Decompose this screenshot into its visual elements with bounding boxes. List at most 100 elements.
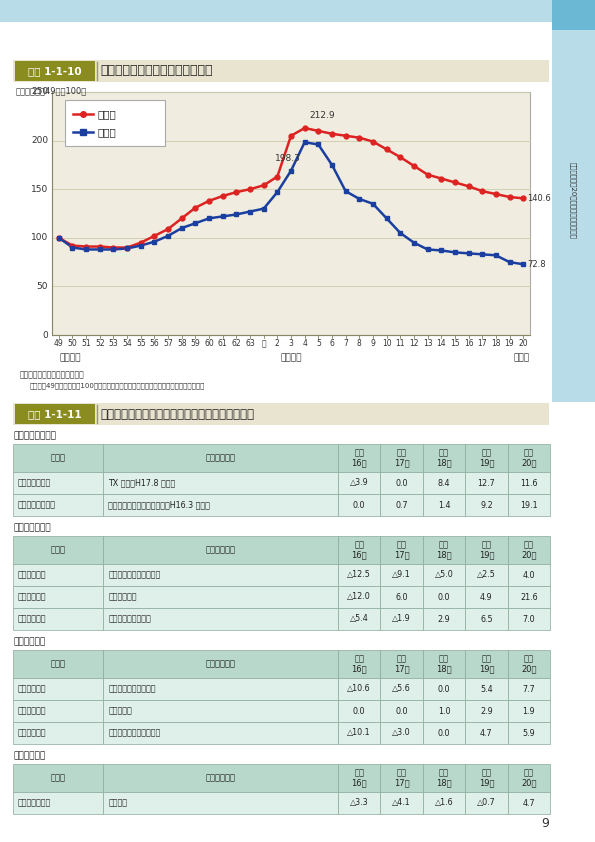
Text: 7.0: 7.0 bbox=[522, 615, 535, 623]
Text: △12.0: △12.0 bbox=[347, 593, 371, 601]
Bar bbox=[380, 564, 423, 586]
Text: △2.5: △2.5 bbox=[477, 571, 496, 579]
Bar bbox=[13, 536, 104, 564]
Text: 【交通基盤整備】: 【交通基盤整備】 bbox=[13, 431, 56, 440]
Text: △9.1: △9.1 bbox=[392, 571, 411, 579]
Text: 住宅地: 住宅地 bbox=[97, 109, 116, 119]
Text: 図表 1-1-10: 図表 1-1-10 bbox=[28, 66, 82, 76]
Text: 17: 17 bbox=[477, 339, 487, 348]
Text: 59: 59 bbox=[190, 339, 201, 348]
Text: △5.6: △5.6 bbox=[392, 685, 411, 694]
Text: 地価上昇がみられたポイントの推移（地価公示）: 地価上昇がみられたポイントの推移（地価公示） bbox=[100, 408, 254, 420]
Bar bbox=[13, 564, 104, 586]
Text: △12.5: △12.5 bbox=[347, 571, 371, 579]
Bar bbox=[423, 678, 465, 700]
Bar bbox=[13, 60, 549, 82]
Text: 11: 11 bbox=[396, 339, 405, 348]
Text: 56: 56 bbox=[149, 339, 159, 348]
Text: 7.7: 7.7 bbox=[522, 685, 535, 694]
Bar bbox=[338, 494, 380, 516]
Text: 商業地: 商業地 bbox=[97, 127, 116, 137]
Bar bbox=[423, 536, 465, 564]
Bar bbox=[465, 472, 508, 494]
Text: 53: 53 bbox=[108, 339, 118, 348]
Bar bbox=[423, 650, 465, 678]
Bar bbox=[338, 722, 380, 744]
Bar bbox=[423, 700, 465, 722]
Text: 0.0: 0.0 bbox=[438, 685, 450, 694]
Text: 200: 200 bbox=[31, 136, 48, 145]
Bar bbox=[104, 536, 338, 564]
Text: 平成
17年: 平成 17年 bbox=[394, 541, 409, 560]
Text: 20: 20 bbox=[518, 339, 528, 348]
Text: 平成
16年: 平成 16年 bbox=[352, 768, 367, 788]
Bar bbox=[423, 444, 465, 472]
Text: 3: 3 bbox=[289, 339, 293, 348]
Text: △1.6: △1.6 bbox=[435, 798, 453, 807]
Bar bbox=[13, 678, 104, 700]
Bar bbox=[338, 678, 380, 700]
Text: TX 開通（H17.8 開業）: TX 開通（H17.8 開業） bbox=[108, 478, 176, 488]
Text: 0: 0 bbox=[42, 331, 48, 339]
Text: 第１部　平成20年度土地に関する動向: 第１部 平成20年度土地に関する動向 bbox=[569, 162, 577, 238]
Bar bbox=[380, 608, 423, 630]
Text: 新幹線開通による周辺開発（H16.3 開業）: 新幹線開通による周辺開発（H16.3 開業） bbox=[108, 500, 210, 509]
Bar bbox=[338, 472, 380, 494]
Text: 7: 7 bbox=[343, 339, 348, 348]
Bar bbox=[508, 678, 550, 700]
Bar bbox=[508, 792, 550, 814]
Bar bbox=[104, 586, 338, 608]
Bar bbox=[338, 444, 380, 472]
Bar bbox=[465, 536, 508, 564]
Text: 【企業立地】: 【企業立地】 bbox=[13, 751, 45, 760]
Bar bbox=[508, 700, 550, 722]
Bar bbox=[508, 722, 550, 744]
Text: 地価上昇要因: 地価上昇要因 bbox=[206, 774, 236, 782]
Bar bbox=[13, 608, 104, 630]
Bar bbox=[65, 100, 165, 146]
Text: バイパス、駅前開発: バイパス、駅前開発 bbox=[108, 615, 151, 623]
Text: 1.9: 1.9 bbox=[522, 706, 535, 716]
Text: 6: 6 bbox=[330, 339, 334, 348]
Text: 【市街地整備】: 【市街地整備】 bbox=[13, 523, 51, 532]
Text: 0.0: 0.0 bbox=[438, 728, 450, 738]
Bar bbox=[465, 608, 508, 630]
Text: 21.6: 21.6 bbox=[520, 593, 538, 601]
Text: 5: 5 bbox=[316, 339, 321, 348]
Text: 9: 9 bbox=[541, 817, 549, 830]
Bar bbox=[508, 586, 550, 608]
Bar bbox=[465, 650, 508, 678]
Text: 18: 18 bbox=[491, 339, 500, 348]
Text: 4.0: 4.0 bbox=[522, 571, 535, 579]
Text: 北海道苫小牧市: 北海道苫小牧市 bbox=[18, 798, 51, 807]
Bar bbox=[423, 608, 465, 630]
Text: 2.9: 2.9 bbox=[480, 706, 493, 716]
Text: △10.1: △10.1 bbox=[347, 728, 371, 738]
Text: 沖縄県石垣市: 沖縄県石垣市 bbox=[18, 728, 46, 738]
Text: 平成
18年: 平成 18年 bbox=[436, 768, 452, 788]
Text: 平成
19年: 平成 19年 bbox=[478, 448, 494, 467]
Text: 平成
17年: 平成 17年 bbox=[394, 654, 409, 674]
Text: △4.1: △4.1 bbox=[392, 798, 411, 807]
Bar bbox=[423, 564, 465, 586]
Text: 6.0: 6.0 bbox=[395, 593, 408, 601]
Bar bbox=[13, 764, 104, 792]
Bar bbox=[552, 0, 595, 30]
Text: 212.9: 212.9 bbox=[309, 111, 335, 120]
Text: 0.0: 0.0 bbox=[353, 706, 365, 716]
Bar bbox=[380, 494, 423, 516]
Text: 平成
20年: 平成 20年 bbox=[521, 768, 537, 788]
Text: 4.9: 4.9 bbox=[480, 593, 493, 601]
Bar bbox=[104, 608, 338, 630]
Bar bbox=[13, 792, 104, 814]
Text: 平成
20年: 平成 20年 bbox=[521, 448, 537, 467]
Bar bbox=[552, 22, 595, 402]
Bar bbox=[465, 722, 508, 744]
Text: 三重県伊勢市: 三重県伊勢市 bbox=[18, 706, 46, 716]
Text: 地　点: 地 点 bbox=[51, 774, 65, 782]
Bar bbox=[380, 792, 423, 814]
Text: 【観光振興】: 【観光振興】 bbox=[13, 637, 45, 646]
Text: 12: 12 bbox=[409, 339, 419, 348]
Bar bbox=[465, 678, 508, 700]
Bar bbox=[380, 700, 423, 722]
